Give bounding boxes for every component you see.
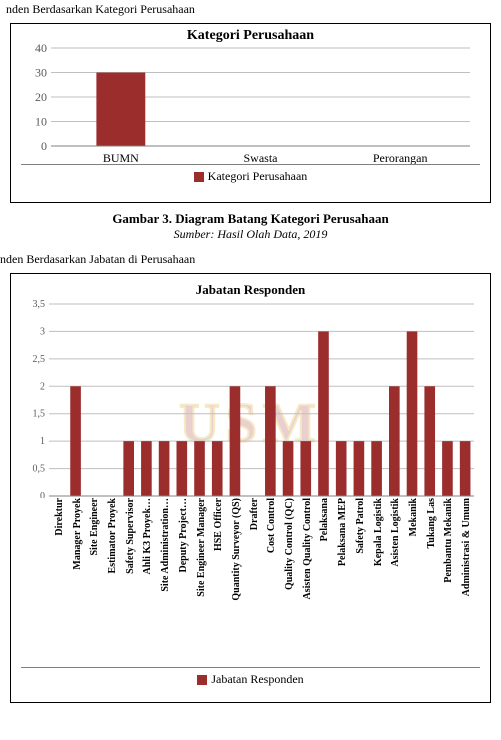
- chart2-xlabel: Direktur: [54, 498, 65, 536]
- svg-text:30: 30: [35, 66, 47, 80]
- chart2-legend-swatch: [197, 675, 207, 685]
- page-fragment-top: nden Berdasarkan Kategori Perusahaan: [0, 0, 501, 19]
- chart2-xlabel: Pelaksana MEP: [337, 498, 348, 566]
- chart2-xlabel: Asisten Logistik: [390, 498, 401, 567]
- chart2-xlabel: Kepala Logistik: [373, 498, 384, 566]
- chart1-legend: Kategori Perusahaan: [11, 165, 490, 190]
- chart-jabatan-responden: Jabatan Responden USM 00,511,522,533,5 D…: [10, 273, 491, 703]
- chart1-legend-swatch: [194, 172, 204, 182]
- chart2-xlabel: Quality Control (QC): [284, 498, 295, 590]
- chart1-caption-sub: Sumber: Hasil Olah Data, 2019: [0, 227, 501, 242]
- chart2-xlabel: Site Administration…: [160, 498, 171, 592]
- chart2-xlabel: Deputy Project…: [178, 498, 189, 573]
- chart1-caption: Gambar 3. Diagram Batang Kategori Perusa…: [0, 211, 501, 242]
- chart2-xlabel: Pembantu Mekanik: [443, 498, 454, 583]
- svg-text:BUMN: BUMN: [103, 151, 139, 164]
- svg-text:0: 0: [40, 491, 45, 498]
- svg-text:Perorangan: Perorangan: [373, 151, 428, 164]
- svg-text:3,5: 3,5: [33, 299, 46, 310]
- svg-text:2,5: 2,5: [33, 354, 46, 365]
- chart2-xlabel: HSE Officer: [213, 498, 224, 551]
- chart2-xlabel: Pelaksana: [319, 498, 330, 541]
- svg-text:3: 3: [40, 326, 45, 337]
- chart2-xlabel: Site Engineer: [89, 498, 100, 556]
- svg-text:0,5: 0,5: [33, 464, 46, 475]
- svg-text:10: 10: [35, 115, 47, 129]
- svg-text:Swasta: Swasta: [244, 151, 279, 164]
- chart-kategori-perusahaan: Kategori Perusahaan 0 10 20 30 40 BUMN Swasta P…: [10, 23, 491, 203]
- chart2-xlabel: Safety Patrol: [355, 498, 366, 554]
- chart2-xlabel: Asisten Quality Control: [302, 498, 313, 600]
- chart1-plot: 0 10 20 30 40 BUMN Swasta Perorangan: [21, 44, 480, 164]
- chart2-xlabel: Quantity Surveyor (QS): [231, 498, 242, 601]
- svg-text:20: 20: [35, 90, 47, 104]
- svg-text:1,5: 1,5: [33, 409, 46, 420]
- chart1-caption-title: Gambar 3. Diagram Batang Kategori Perusa…: [0, 211, 501, 227]
- chart2-xlabel: Mekanik: [408, 498, 419, 536]
- chart2-xlabel: Safety Supervisor: [125, 498, 136, 574]
- chart2-legend-label: Jabatan Responden: [211, 672, 303, 686]
- chart2-x-labels: Direktur Manager Proyek Site Engineer Estim…: [21, 498, 480, 663]
- chart2-xlabel: Administrasi & Umum: [461, 498, 472, 596]
- chart1-legend-label: Kategori Perusahaan: [208, 169, 308, 183]
- chart2-xlabel: Ahli K3 Proyek…: [142, 498, 153, 574]
- chart2-xlabel: Cost Control: [266, 498, 277, 553]
- svg-text:1: 1: [40, 436, 45, 447]
- svg-text:2: 2: [40, 381, 45, 392]
- chart2-xlabel: Drafter: [249, 498, 260, 530]
- chart2-xlabel: Site Engineer Manager: [196, 498, 207, 597]
- chart2-xlabel: Manager Proyek: [72, 498, 83, 570]
- svg-text:40: 40: [35, 44, 47, 55]
- chart1-title: Kategori Perusahaan: [11, 24, 490, 44]
- svg-text:0: 0: [41, 139, 47, 153]
- chart2-plot: USM 00,511,522,533,5: [21, 298, 480, 498]
- chart2-xlabel: Tukang Las: [426, 498, 437, 549]
- chart2-title: Jabatan Responden: [11, 274, 490, 298]
- subsection-heading: nden Berdasarkan Jabatan di Perusahaan: [0, 242, 501, 269]
- chart2-xlabel: Estimator Proyek: [107, 498, 118, 573]
- chart2-legend: Jabatan Responden: [11, 668, 490, 693]
